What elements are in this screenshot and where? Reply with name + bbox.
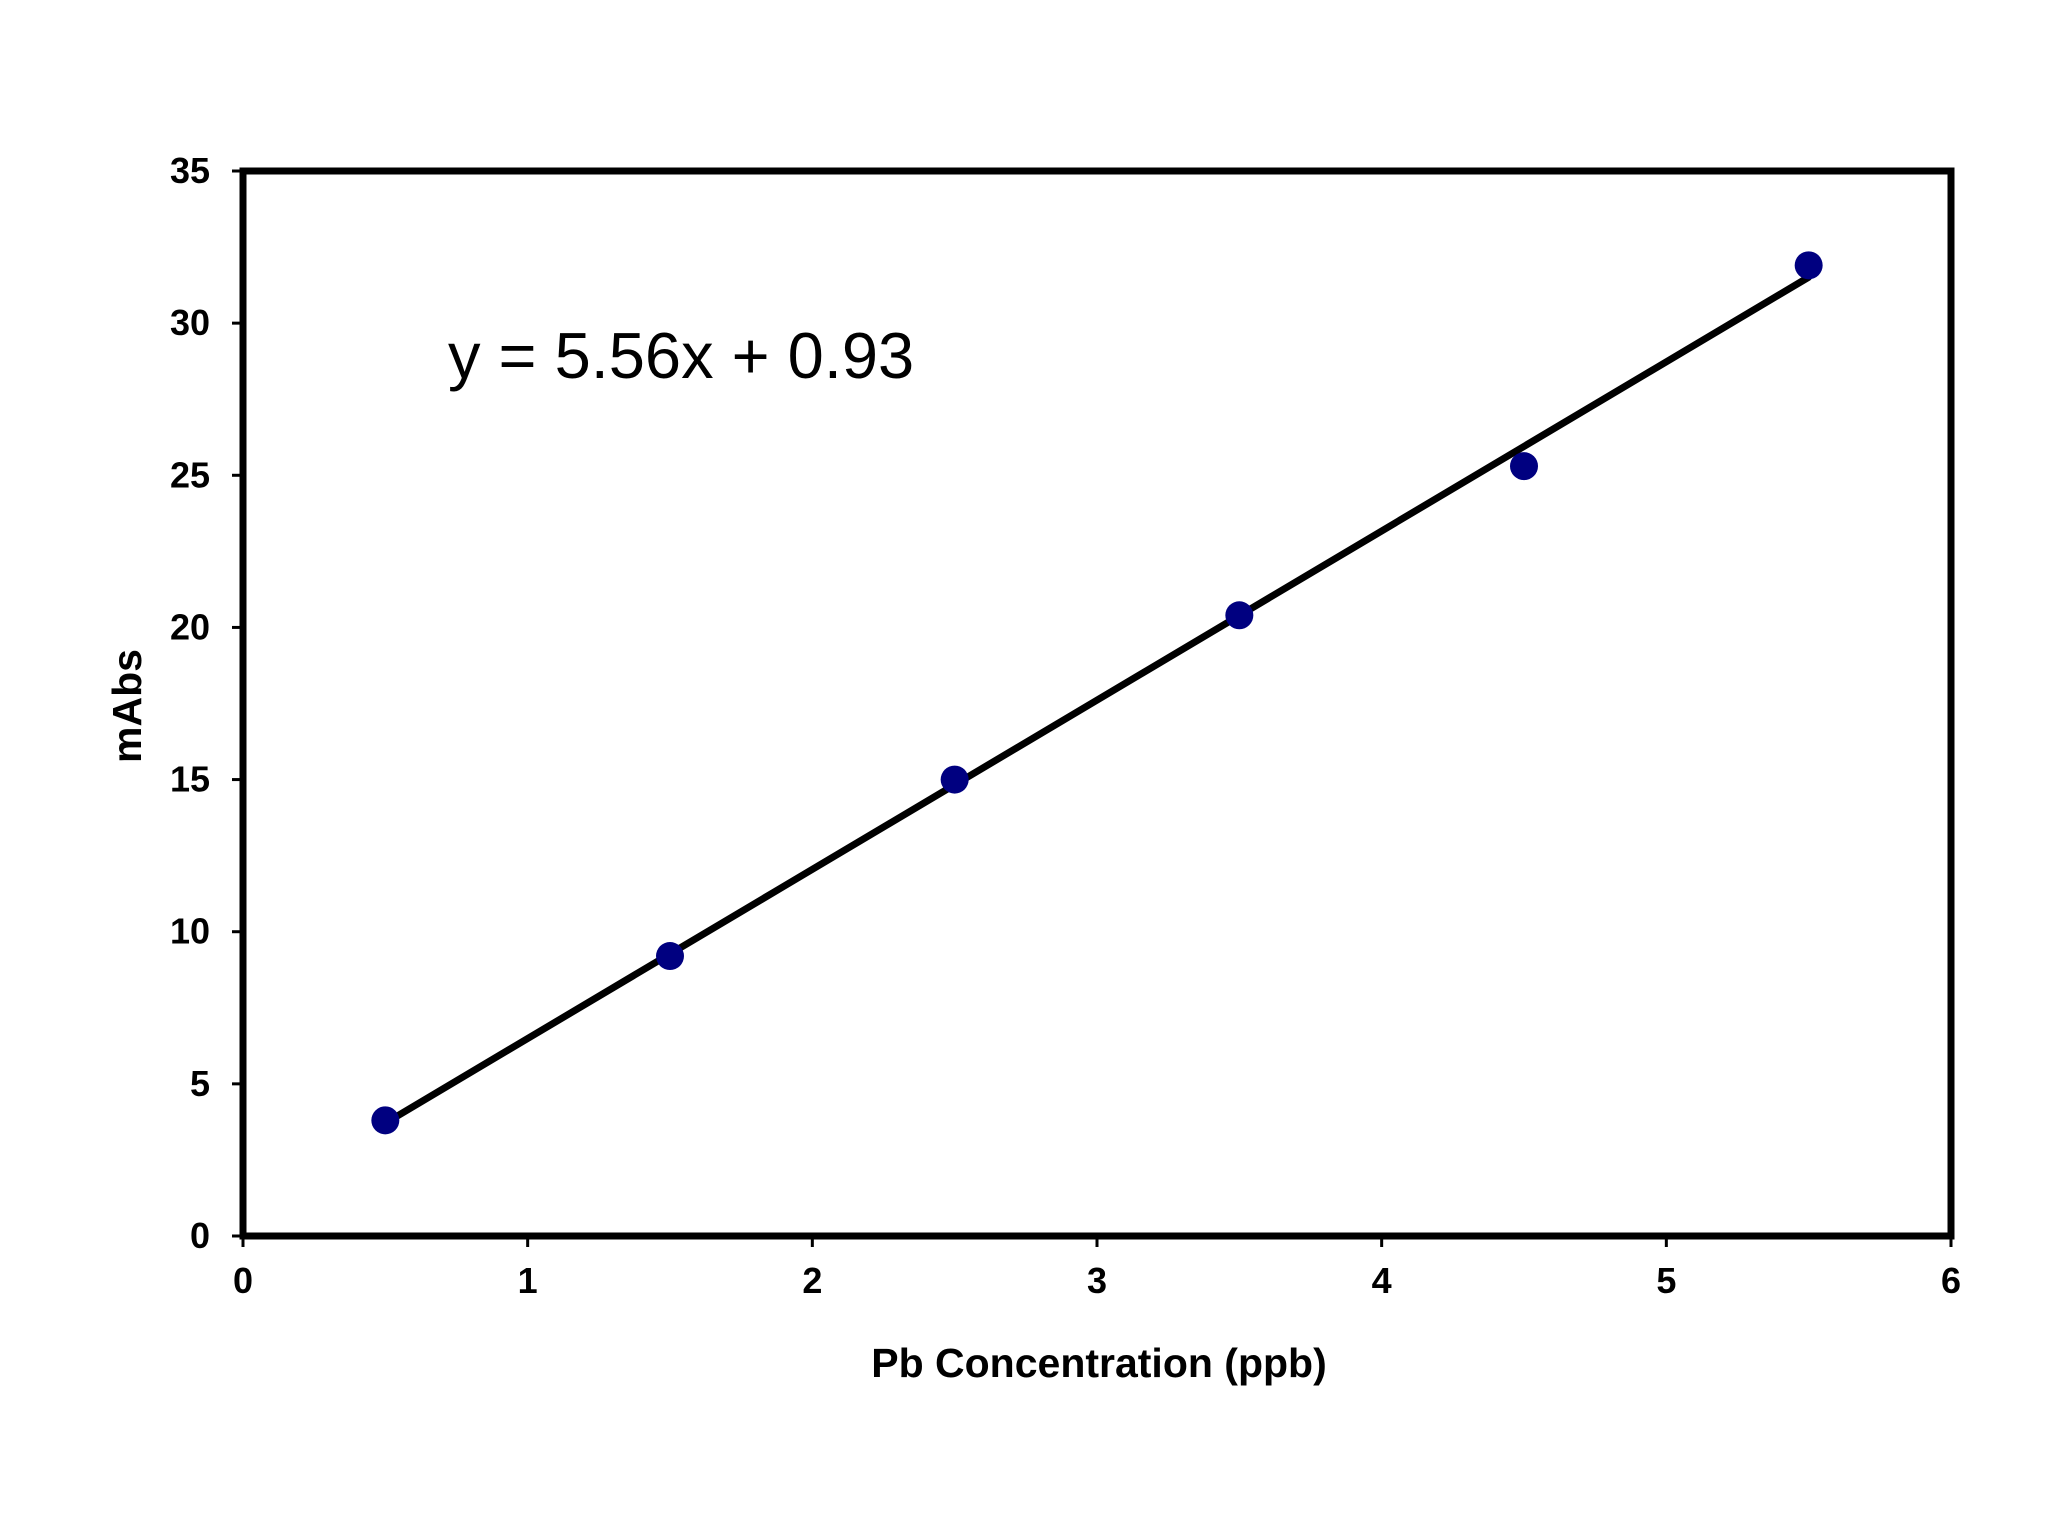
trendline-layer: [381, 273, 1813, 1127]
x-axis-title: Pb Concentration (ppb): [871, 1340, 1327, 1386]
x-tick-label: 4: [1372, 1260, 1392, 1301]
trendline: [381, 273, 1813, 1127]
y-tick-label: 25: [170, 454, 210, 495]
x-axis-ticks: 0 1 2 3 4 5 6: [233, 1236, 1961, 1301]
x-tick-label: 3: [1087, 1260, 1107, 1301]
data-point: [940, 765, 969, 794]
x-tick-label: 6: [1941, 1260, 1961, 1301]
x-tick-label: 2: [802, 1260, 822, 1301]
y-tick-label: 10: [170, 911, 210, 952]
x-tick-label: 0: [233, 1260, 253, 1301]
y-tick-label: 5: [190, 1063, 210, 1104]
data-point: [656, 942, 684, 971]
y-tick-label: 0: [190, 1215, 210, 1256]
data-point: [1510, 452, 1538, 481]
y-tick-label: 20: [170, 606, 210, 647]
data-points-layer: [371, 251, 1823, 1135]
data-point: [1225, 601, 1254, 630]
y-tick-label: 15: [170, 759, 210, 800]
data-point: [1794, 251, 1823, 280]
x-tick-label: 5: [1656, 1260, 1676, 1301]
x-tick-label: 1: [518, 1260, 538, 1301]
trendline-equation: y = 5.56x + 0.93: [448, 319, 914, 392]
y-axis-ticks: 0 5 10 15 20 25 30 35: [170, 150, 243, 1256]
y-tick-label: 30: [170, 302, 210, 343]
data-point: [371, 1106, 400, 1135]
y-axis-title: mAbs: [104, 649, 150, 763]
y-tick-label: 35: [170, 150, 210, 191]
